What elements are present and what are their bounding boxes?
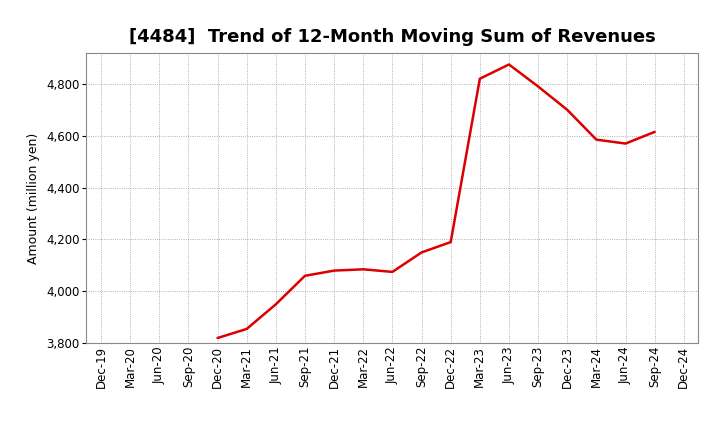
Y-axis label: Amount (million yen): Amount (million yen): [27, 132, 40, 264]
Text: [4484]  Trend of 12-Month Moving Sum of Revenues: [4484] Trend of 12-Month Moving Sum of R…: [130, 28, 656, 46]
